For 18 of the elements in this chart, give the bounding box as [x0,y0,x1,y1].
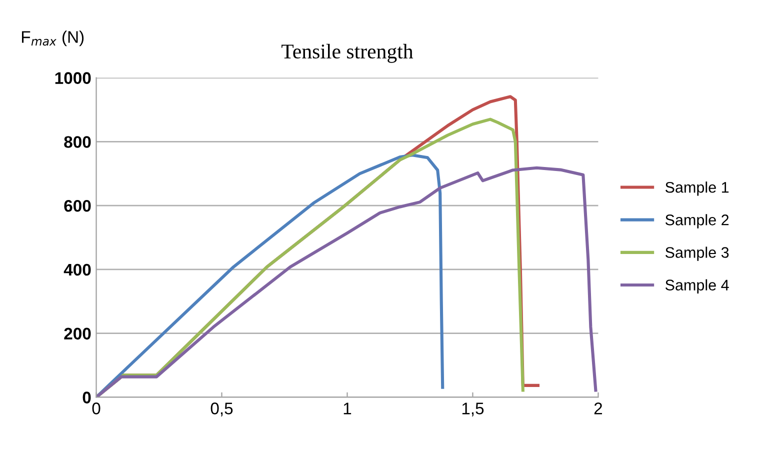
y-tick-label: 200 [64,328,91,340]
x-tick-label: 1 [344,402,352,414]
x-tick-label: 1,5 [462,402,484,416]
x-tick-label: 0,5 [210,402,233,416]
y-tick-label: 800 [64,136,91,148]
x-tick-label: 2 [594,402,602,414]
y-axis-title: F$_{max}$ (N) [22,30,84,46]
legend-label: Sample 1 [665,182,729,196]
legend-label: Sample 4 [665,279,729,294]
legend-label: Sample 2 [665,214,729,228]
chart-title: Tensile strength [282,44,414,63]
legend-label: Sample 3 [665,246,729,261]
y-tick-label: 0 [82,392,91,404]
y-tick-label: 600 [64,200,91,212]
y-tick-label: 1000 [55,72,91,84]
x-tick-label: 0 [92,402,100,414]
y-tick-label: 400 [64,264,91,276]
line-series [96,154,444,398]
